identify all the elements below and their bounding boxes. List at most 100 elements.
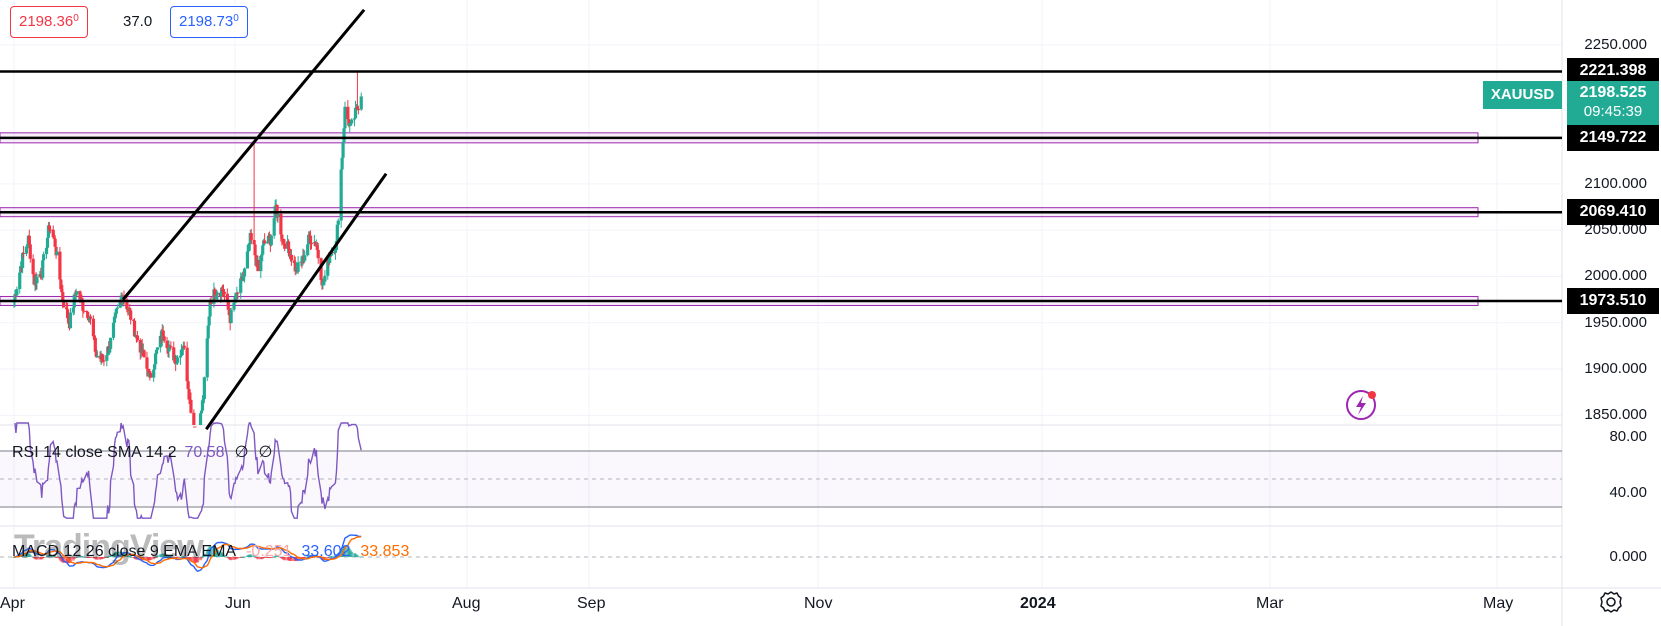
candle-body [172,347,176,361]
candle-body [322,281,326,283]
candle-body [241,276,246,281]
candle-body [45,237,50,248]
candle-body [58,251,62,280]
candle-body [21,253,25,269]
time-axis-label: 2024 [1020,595,1056,612]
rsi-axis-label: 80.00 [1609,428,1647,445]
candle-body [62,301,66,308]
candle-body [349,123,353,125]
candle-body [340,157,344,170]
rsi-legend[interactable]: RSI 14 close SMA 14 2 70.58 ∅ ∅ [12,442,272,462]
candle-body [260,254,264,256]
candle-body [111,322,116,338]
macd-hist-bar [323,557,327,560]
candle-body [126,309,130,311]
alert-circle [1346,390,1376,420]
candle-body [40,277,44,279]
candle-body [213,289,217,299]
candle-body [265,242,270,244]
candle-body [112,316,117,323]
candle-body [309,243,314,245]
candle-body [227,309,231,316]
macd-hist-bar [128,555,132,557]
candle-body [319,258,323,280]
macd-hist-bar [276,556,280,558]
candle-body [339,169,343,221]
candle-body [207,316,211,326]
candle-body [93,337,97,352]
candle-body [326,257,330,276]
candle-body [25,245,29,247]
macd-hist-bar [343,545,347,557]
macd-hist-bar [115,551,119,557]
candle-body [333,250,338,253]
candle-body [202,377,206,399]
time-axis-label: Jun [225,595,251,612]
candle-body [102,360,106,362]
candle-body [46,225,51,238]
macd-hist-bar [272,556,276,558]
candle-body [201,398,206,401]
candles [12,71,363,428]
macd-hist-bar [28,554,32,557]
candle-body [253,244,257,256]
macd-hist-bar [162,553,166,557]
macd-hist-bar [229,557,233,561]
level-price-tag: 2069.410 [1567,199,1659,226]
macd-hist-bar [199,557,203,561]
macd-hist-bar [316,557,320,558]
candle-body [329,252,334,256]
candle-body [245,251,250,269]
candle-body [100,354,104,360]
candle-body [225,293,229,301]
candle-body [59,279,63,290]
candle-body [108,348,112,353]
candle-body [219,289,224,297]
candle-body [125,299,129,310]
macd-hist-bar [330,555,334,557]
macd-hist-bar [82,556,86,558]
rsi-band [0,451,1562,507]
bid-price: 2198.36 [19,13,74,30]
macd-hist-bar [142,557,146,561]
candle-body [27,235,31,245]
settings-gear-icon[interactable] [1598,589,1624,615]
alert-bolt [1356,396,1366,415]
candle-body [234,293,238,302]
ask-price: 2198.73 [179,13,234,30]
macd-line-value: 33.602 [301,543,351,560]
candle-body [109,337,113,349]
macd-hist-bar [216,550,220,557]
candle-body [293,263,297,272]
macd-hist-bar [176,557,180,558]
candle-body [348,123,352,126]
candle-body [256,259,260,272]
candle-body [306,244,310,256]
macd-hist-bar [350,551,354,557]
macd-hist-bar [42,557,46,558]
candle-body [44,247,49,255]
rsi-extra-1: ∅ [234,444,249,461]
candle-body [54,246,58,256]
candle-body [242,268,247,277]
candle-body [131,319,136,321]
macd-legend[interactable]: MACD 12 26 close 9 EMA EMA -0.251 33.602 33… [12,543,419,561]
symbol-tag: XAUUSD [1483,81,1562,109]
candle-body [21,253,26,255]
macd-hist-bar [129,556,133,558]
macd-hist-bar [263,557,267,558]
macd-hist-bar [35,557,39,560]
candle-body [24,246,29,254]
candle-body [65,307,69,310]
bid-price-box[interactable]: 2198.360 [10,6,88,38]
time-axis-label: Apr [0,595,25,612]
candle-body [259,255,263,272]
candle-body [359,96,363,110]
price-axis-label: 1850.000 [1584,406,1647,424]
candle-body [335,224,339,242]
candle-body [303,255,307,261]
macd-hist-bar [53,556,57,558]
candle-body [192,412,196,425]
ask-price-box[interactable]: 2198.730 [170,6,248,38]
